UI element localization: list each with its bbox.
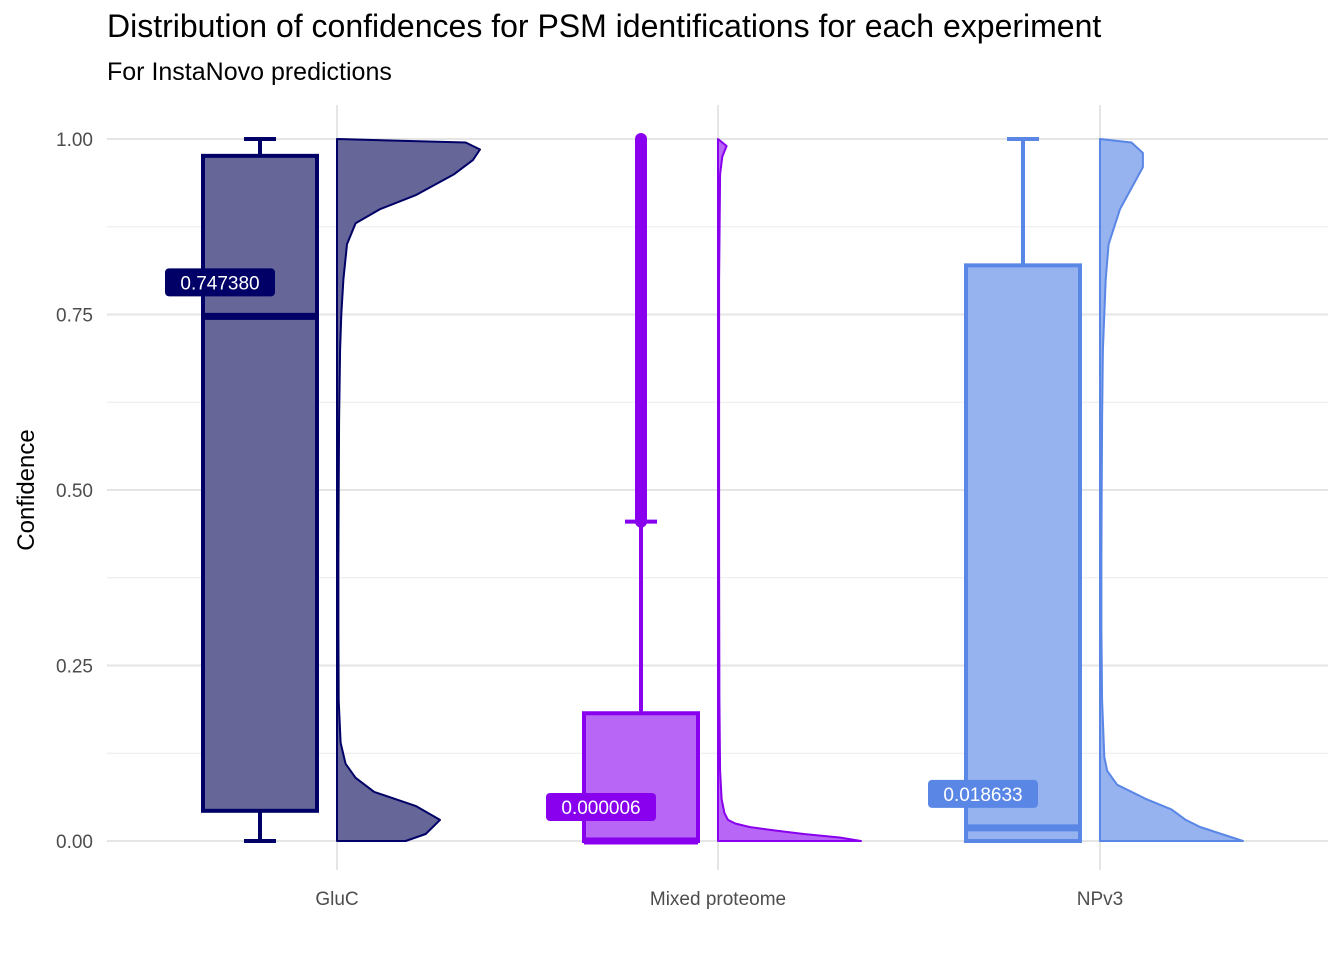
- y-tick-label: 0.00: [56, 832, 93, 853]
- y-tick-label: 0.50: [56, 481, 93, 502]
- y-tick-label: 1.00: [56, 130, 93, 151]
- box-gluc: [201, 153, 319, 813]
- x-tick-label: Mixed proteome: [650, 889, 786, 910]
- median-label-bg: [928, 779, 1038, 808]
- violin-gluc: [336, 138, 481, 842]
- x-tick-label: NPv3: [1077, 889, 1123, 910]
- median-label: 0.000006: [561, 798, 640, 819]
- box-mixed-proteome: [582, 711, 700, 844]
- x-tick-label: GluC: [315, 889, 358, 910]
- chart-title: Distribution of confidences for PSM iden…: [107, 8, 1102, 44]
- median-label-bg: [546, 792, 656, 821]
- median-label: 0.018633: [943, 785, 1022, 806]
- chart-subtitle: For InstaNovo predictions: [107, 58, 392, 86]
- violin-npv3: [1099, 138, 1244, 842]
- violin-mixed-proteome: [717, 138, 862, 842]
- y-tick-label: 0.75: [56, 306, 93, 327]
- y-tick-label: 0.25: [56, 657, 93, 678]
- y-axis-label: Confidence: [13, 429, 40, 550]
- median-label: 0.747380: [180, 273, 259, 294]
- median-label-bg: [165, 268, 275, 297]
- box-npv3: [964, 263, 1082, 843]
